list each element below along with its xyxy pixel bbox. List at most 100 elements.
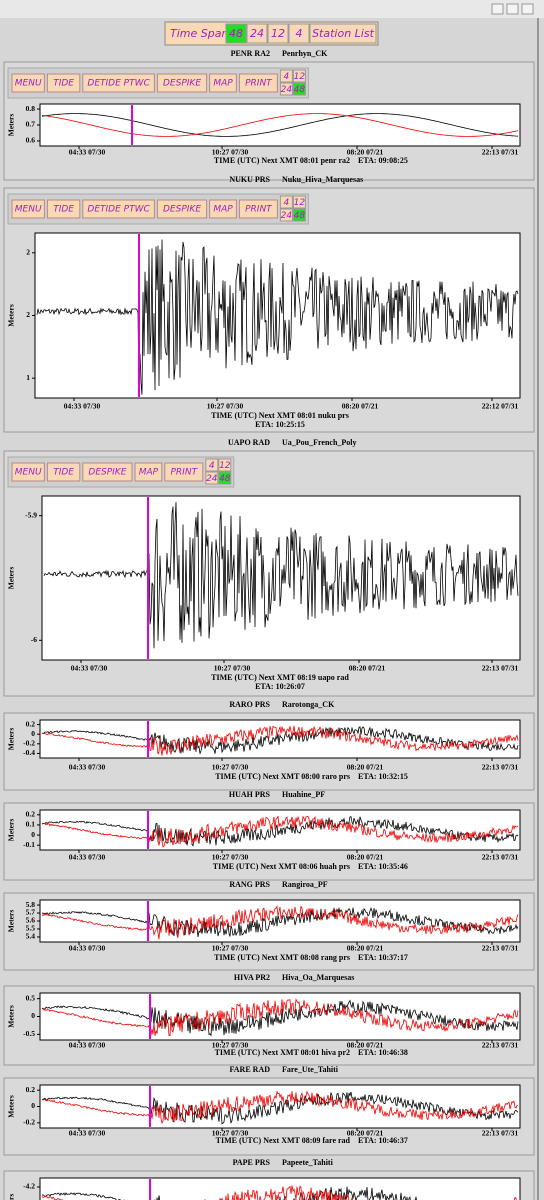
span-label[interactable]: 4 bbox=[209, 461, 215, 471]
span-label[interactable]: 12 bbox=[219, 461, 231, 471]
span-button[interactable] bbox=[292, 69, 306, 83]
menu-button[interactable] bbox=[238, 199, 278, 219]
span-button[interactable] bbox=[292, 208, 306, 222]
menu-button[interactable] bbox=[164, 462, 204, 482]
station-code: UAPO RAD bbox=[228, 438, 270, 447]
span-label[interactable]: 24 bbox=[281, 211, 293, 221]
y-axis-label: Meters bbox=[7, 1095, 16, 1118]
y-axis-label: Meters bbox=[7, 910, 16, 933]
trace bbox=[41, 999, 519, 1037]
menu-button[interactable] bbox=[209, 73, 237, 93]
menu-button[interactable] bbox=[82, 462, 133, 482]
y-tick-label: 2 bbox=[26, 248, 30, 257]
x-tick-label: 04:33 07/30 bbox=[69, 148, 106, 157]
menu-button-label[interactable]: PRINT bbox=[245, 205, 273, 215]
span-label[interactable]: 4 bbox=[284, 198, 290, 208]
span-label[interactable]: 48 bbox=[219, 474, 231, 484]
y-axis-label: Meters bbox=[7, 567, 16, 590]
menu-button[interactable] bbox=[46, 73, 81, 93]
menu-button-label[interactable]: DESPIKE bbox=[163, 79, 201, 89]
menu-button[interactable] bbox=[46, 199, 81, 219]
span-label[interactable]: 48 bbox=[229, 27, 243, 40]
menu-button-label[interactable]: DETIDE PTWC bbox=[87, 205, 150, 215]
span-label[interactable]: 48 bbox=[294, 85, 306, 95]
menu-button[interactable] bbox=[156, 199, 208, 219]
y-tick-label: -0.1 bbox=[23, 840, 35, 849]
menu-button-label[interactable]: DESPIKE bbox=[88, 468, 126, 478]
station-panel: NUKU PRS Nuku_Hiva_Marquesas MENU TIDE DETID… bbox=[3, 175, 535, 433]
menu-button[interactable] bbox=[82, 199, 155, 219]
trace bbox=[41, 113, 519, 137]
x-tick-label: 10:27 07/30 bbox=[212, 148, 249, 157]
x-tick-label: 22:13 07/31 bbox=[482, 944, 519, 953]
span-button[interactable] bbox=[279, 82, 293, 96]
span-button[interactable] bbox=[292, 82, 306, 96]
menu-button-label[interactable]: PRINT bbox=[171, 468, 199, 478]
span-label[interactable]: 24 bbox=[206, 474, 218, 484]
close[interactable] bbox=[521, 3, 534, 15]
menu-button[interactable] bbox=[11, 73, 45, 93]
menu-button-label[interactable]: TIDE bbox=[53, 468, 74, 478]
menu-button[interactable] bbox=[11, 462, 45, 482]
menu-button-label[interactable]: MENU bbox=[15, 79, 42, 89]
span-button[interactable] bbox=[218, 471, 232, 485]
span-label[interactable]: 48 bbox=[294, 211, 306, 221]
menu-button[interactable] bbox=[82, 73, 155, 93]
span-button[interactable] bbox=[279, 69, 293, 83]
menu-button[interactable] bbox=[156, 73, 208, 93]
span-button[interactable] bbox=[205, 471, 219, 485]
menu-button-label[interactable]: MENU bbox=[15, 468, 42, 478]
trace bbox=[41, 1185, 517, 1200]
status-line: TIME (UTC) Next XMT 08:06 huah prs bbox=[213, 862, 350, 871]
span-button[interactable] bbox=[225, 23, 247, 44]
menu-button[interactable] bbox=[134, 462, 163, 482]
span-button[interactable] bbox=[279, 195, 293, 209]
span-button[interactable] bbox=[292, 195, 306, 209]
menu-button[interactable] bbox=[238, 73, 278, 93]
station-code: PAPE PRS bbox=[233, 1158, 271, 1167]
y-tick-label: 0 bbox=[31, 729, 35, 738]
span-label[interactable]: 12 bbox=[271, 27, 285, 40]
menu-button-label[interactable]: TIDE bbox=[53, 79, 74, 89]
span-button[interactable] bbox=[288, 23, 310, 44]
x-tick-label: 04:33 07/30 bbox=[69, 944, 106, 953]
x-tick-label: 10:27 07/30 bbox=[207, 402, 244, 411]
station-name: Papeete_Tahiti bbox=[282, 1158, 334, 1167]
status-line: TIME (UTC) Next XMT 08:19 uapo rad bbox=[211, 673, 349, 682]
menu-button[interactable] bbox=[11, 199, 45, 219]
menu-button-label[interactable]: DETIDE PTWC bbox=[87, 79, 150, 89]
menu-button-label[interactable]: MAP bbox=[139, 468, 159, 478]
menu-button-label[interactable]: MENU bbox=[15, 205, 42, 215]
station-list-label[interactable]: Station List bbox=[312, 27, 375, 40]
station-list-button[interactable] bbox=[309, 23, 377, 44]
span-label[interactable]: 12 bbox=[294, 72, 306, 82]
menu-button[interactable] bbox=[46, 462, 81, 482]
span-button[interactable] bbox=[246, 23, 268, 44]
y-tick-label: -4.2 bbox=[23, 1182, 35, 1191]
menu-button[interactable] bbox=[209, 199, 237, 219]
menu-button-label[interactable]: DESPIKE bbox=[163, 205, 201, 215]
trace bbox=[41, 113, 519, 137]
span-label[interactable]: 12 bbox=[294, 198, 306, 208]
span-button[interactable] bbox=[218, 458, 232, 472]
menu-button-label[interactable]: PRINT bbox=[245, 79, 273, 89]
title-bar bbox=[0, 0, 544, 18]
span-button[interactable] bbox=[205, 458, 219, 472]
span-label[interactable]: 24 bbox=[250, 27, 264, 40]
menu-button-label[interactable]: TIDE bbox=[53, 205, 74, 215]
menu-button-label[interactable]: MAP bbox=[213, 205, 233, 215]
span-button[interactable] bbox=[267, 23, 289, 44]
x-tick-label: 10:27 07/30 bbox=[212, 1041, 249, 1050]
minimize[interactable] bbox=[491, 3, 504, 15]
span-label[interactable]: 4 bbox=[284, 72, 290, 82]
status-line: TIME (UTC) Next XMT 08:08 rang prs bbox=[214, 953, 350, 962]
menu-button-label[interactable]: MAP bbox=[213, 79, 233, 89]
y-tick-label: -0.2 bbox=[23, 1118, 35, 1127]
span-button[interactable] bbox=[279, 208, 293, 222]
x-tick-label: 22:13 07/31 bbox=[482, 148, 519, 157]
maximize[interactable] bbox=[506, 3, 519, 15]
x-tick-label: 08:20 07/21 bbox=[347, 763, 384, 772]
span-label[interactable]: 4 bbox=[296, 27, 303, 40]
span-label[interactable]: 24 bbox=[281, 85, 293, 95]
station-panel: HUAH PRS Huahine_PF Meters 0.20.10-0.1 04:33… bbox=[3, 790, 535, 881]
